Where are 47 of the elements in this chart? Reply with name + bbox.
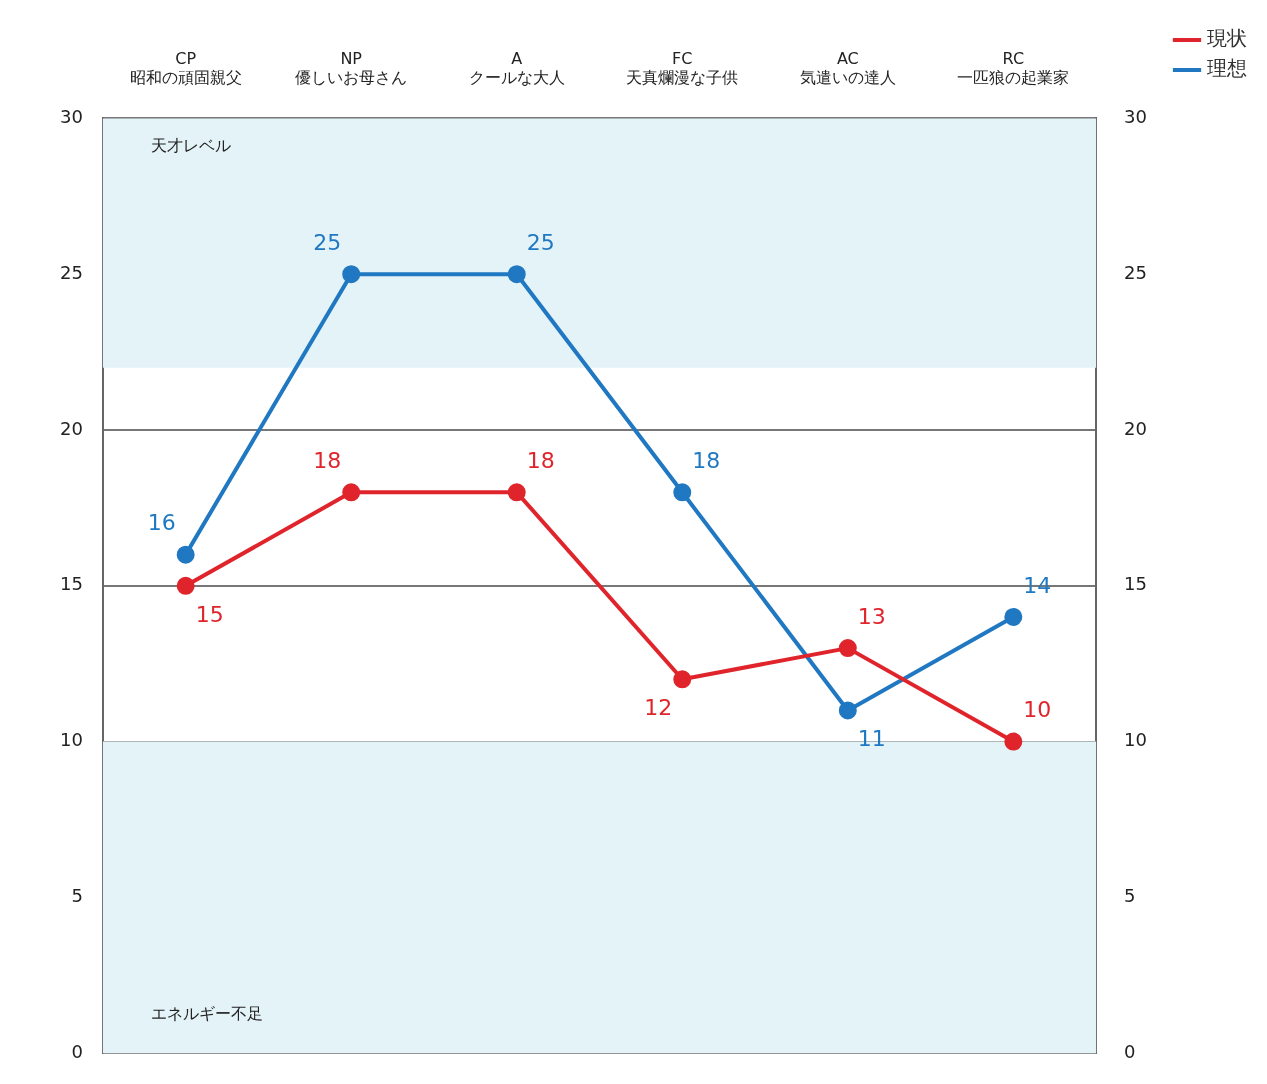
x-tick-label: A クールな大人 — [468, 48, 565, 87]
data-label: 12 — [644, 695, 673, 720]
y-tick-label: 5 — [71, 885, 83, 907]
y-tick-label: 0 — [71, 1040, 83, 1062]
y2-tick-label: 20 — [1124, 417, 1147, 439]
data-label: 25 — [313, 229, 342, 255]
y2-tick-label: 10 — [1124, 729, 1147, 751]
x-tick-label: NP 優しいお母さん — [295, 48, 408, 87]
data-label: 25 — [526, 229, 555, 255]
band-label: エネルギー不足 — [150, 1004, 263, 1024]
data-label: 13 — [857, 603, 886, 629]
data-label: 18 — [692, 448, 721, 474]
data-label: 11 — [857, 726, 886, 752]
y-tick-label: 10 — [60, 729, 83, 751]
point — [838, 639, 857, 658]
point — [673, 483, 692, 502]
y-tick-label: 15 — [60, 573, 83, 595]
x-tick-label: RC 一匹狼の起業家 — [957, 48, 1070, 87]
y-tick-label: 30 — [60, 106, 83, 128]
point — [507, 483, 526, 502]
point — [342, 483, 361, 502]
band-label: 天才レベル — [150, 135, 231, 155]
data-label: 18 — [526, 448, 555, 474]
data-label: 10 — [1023, 697, 1052, 723]
y2-tick-label: 5 — [1124, 885, 1136, 907]
point — [1004, 607, 1023, 626]
y2-tick-label: 30 — [1124, 106, 1147, 128]
point — [838, 701, 857, 720]
point — [1004, 732, 1023, 751]
legend-label: 現状 — [1207, 26, 1247, 51]
data-label: 15 — [195, 601, 224, 627]
point — [507, 265, 526, 284]
point — [176, 545, 195, 564]
y2-tick-label: 25 — [1124, 261, 1147, 283]
point — [342, 265, 361, 284]
x-tick-label: FC 天真爛漫な子供 — [626, 48, 739, 87]
x-tick-label: CP 昭和の頑固親父 — [129, 48, 242, 87]
x-tick-label: AC 気遣いの達人 — [799, 48, 896, 87]
data-label: 18 — [313, 448, 342, 474]
point — [176, 576, 195, 595]
y-tick-label: 25 — [60, 261, 83, 283]
y-tick-label: 20 — [60, 417, 83, 439]
data-label: 16 — [147, 510, 176, 536]
y2-tick-label: 15 — [1124, 573, 1147, 595]
legend-label: 理想 — [1207, 56, 1247, 81]
y2-tick-label: 0 — [1124, 1040, 1136, 1062]
point — [673, 670, 692, 689]
